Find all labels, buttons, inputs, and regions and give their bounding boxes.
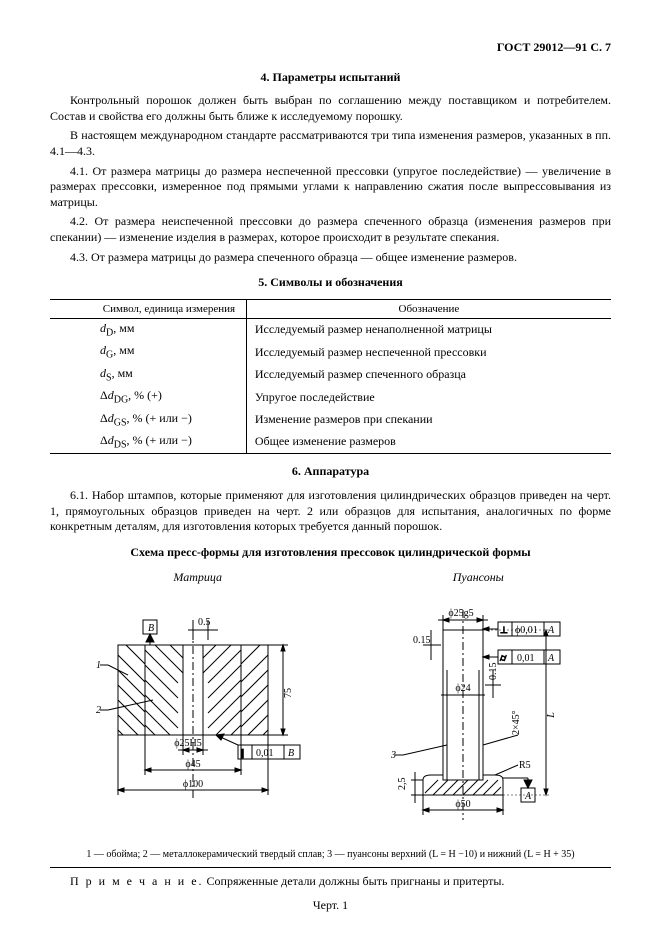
- figure-number: Черт. 1: [50, 898, 611, 914]
- svg-text:0.15: 0.15: [488, 662, 499, 680]
- punch-diagram: ⊥ ⌭: [383, 590, 573, 840]
- section-5-title: 5. Символы и обозначения: [50, 275, 611, 291]
- svg-text:3: 3: [390, 750, 396, 761]
- table-row: dD, ммИсследуемый размер ненаполненной м…: [50, 319, 611, 342]
- table-row: ΔdDS, % (+ или −)Общее изменение размеро…: [50, 431, 611, 454]
- note: П р и м е ч а н и е. Сопряженные детали …: [50, 874, 611, 890]
- svg-text:ϕ24: ϕ24: [456, 683, 471, 694]
- svg-text:ϕ45: ϕ45: [185, 759, 200, 770]
- para-4-3: 4.3. От размера матрицы до размера спече…: [50, 250, 611, 266]
- desc-cell: Исследуемый размер неспеченной прессовки: [246, 341, 611, 363]
- desc-cell: Исследуемый размер ненаполненной матрицы: [246, 319, 611, 342]
- para-6-1: 6.1. Набор штампов, которые применяют дл…: [50, 488, 611, 535]
- svg-text:⌭: ⌭: [500, 653, 507, 663]
- svg-text:0.15: 0.15: [413, 635, 431, 646]
- svg-text:1: 1: [96, 660, 101, 671]
- diagram-area: Матрица: [50, 570, 611, 840]
- svg-text:ϕ0,01: ϕ0,01: [515, 625, 538, 636]
- page-header: ГОСТ 29012—91 С. 7: [50, 40, 611, 56]
- svg-text:2: 2: [96, 705, 101, 716]
- symbol-cell: dG, мм: [50, 341, 246, 363]
- symbol-cell: ΔdDS, % (+ или −): [50, 431, 246, 454]
- svg-text:А: А: [524, 791, 532, 802]
- svg-text:А: А: [547, 625, 555, 636]
- svg-text:0.5: 0.5: [198, 617, 211, 628]
- svg-text:75: 75: [283, 688, 294, 698]
- table-row: dS, ммИсследуемый размер спеченного обра…: [50, 364, 611, 386]
- svg-text:ϕ50: ϕ50: [456, 799, 471, 810]
- svg-text:ϕ100: ϕ100: [183, 779, 203, 790]
- svg-text:В: В: [148, 623, 154, 634]
- table-row: ΔdGS, % (+ или −)Изменение размеров при …: [50, 409, 611, 431]
- svg-text:А: А: [547, 653, 555, 664]
- symbol-cell: dS, мм: [50, 364, 246, 386]
- note-text: Сопряженные детали должны быть пригнаны …: [204, 874, 505, 888]
- matrix-diagram: ∥ В ϕ25H5 ϕ45 ϕ100 75 0.5 1 2 0,01 В: [88, 590, 308, 810]
- col-symbol: Символ, единица измерения: [50, 299, 246, 318]
- left-diagram-label: Матрица: [88, 570, 308, 586]
- desc-cell: Общее изменение размеров: [246, 431, 611, 454]
- desc-cell: Упругое последействие: [246, 386, 611, 408]
- para-4-2: 4.2. От размера неиспеченной прессовки д…: [50, 214, 611, 245]
- symbol-cell: dD, мм: [50, 319, 246, 342]
- svg-text:ϕ25g5: ϕ25g5: [449, 608, 474, 619]
- diagram-caption: 1 — обойма; 2 — металлокерамический твер…: [50, 848, 611, 861]
- section-6-title: 6. Аппаратура: [50, 464, 611, 480]
- svg-text:∥: ∥: [240, 748, 245, 758]
- symbols-table: Символ, единица измерения Обозначение dD…: [50, 299, 611, 455]
- svg-text:ϕ25H5: ϕ25H5: [174, 738, 202, 749]
- svg-text:0,01: 0,01: [517, 653, 535, 664]
- divider: [50, 867, 611, 868]
- table-row: ΔdDG, % (+)Упругое последействие: [50, 386, 611, 408]
- desc-cell: Изменение размеров при спекании: [246, 409, 611, 431]
- svg-text:R5: R5: [519, 760, 531, 771]
- para-4-intro1: Контрольный порошок должен быть выбран п…: [50, 93, 611, 124]
- desc-cell: Исследуемый размер спеченного образца: [246, 364, 611, 386]
- svg-text:L: L: [546, 712, 557, 719]
- para-4-intro2: В настоящем международном стандарте расс…: [50, 128, 611, 159]
- symbol-cell: ΔdDG, % (+): [50, 386, 246, 408]
- svg-text:2×45°: 2×45°: [511, 710, 522, 735]
- svg-text:0,01: 0,01: [256, 748, 274, 759]
- svg-text:В: В: [288, 748, 294, 759]
- diagram-title: Схема пресс-формы для изготовления пресс…: [50, 545, 611, 561]
- symbol-cell: ΔdGS, % (+ или −): [50, 409, 246, 431]
- svg-text:2,5: 2,5: [397, 777, 408, 790]
- section-4-title: 4. Параметры испытаний: [50, 70, 611, 86]
- col-desc: Обозначение: [246, 299, 611, 318]
- right-diagram-label: Пуансоны: [383, 570, 573, 586]
- note-prefix: П р и м е ч а н и е.: [70, 874, 204, 888]
- para-4-1: 4.1. От размера матрицы до размера неспе…: [50, 164, 611, 211]
- table-row: dG, ммИсследуемый размер неспеченной пре…: [50, 341, 611, 363]
